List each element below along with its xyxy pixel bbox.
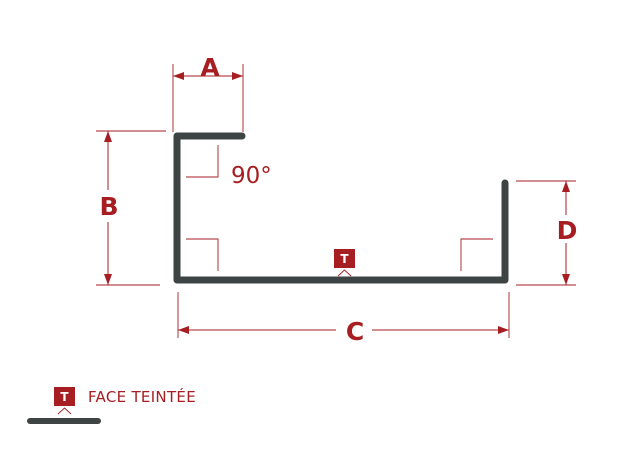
dimension-d-arrow-bottom bbox=[562, 274, 570, 285]
dimension-b-arrow-top bbox=[104, 131, 112, 142]
dimension-b-arrow-bottom bbox=[104, 274, 112, 285]
legend-badge-pointer bbox=[57, 407, 72, 415]
dimension-a-arrow-right bbox=[232, 72, 243, 80]
dimension-d-arrow-top bbox=[562, 181, 570, 192]
profile-shape bbox=[173, 132, 509, 284]
dimension-b-label: B bbox=[99, 192, 118, 221]
legend-label: FACE TEINTÉE bbox=[88, 387, 196, 406]
dimension-d-label: D bbox=[557, 216, 578, 245]
angle-label: 90° bbox=[231, 163, 272, 189]
face-badge-letter: T bbox=[340, 252, 349, 266]
dimension-c-label: C bbox=[346, 317, 364, 346]
face-badge-box bbox=[334, 249, 355, 268]
dimension-d: D bbox=[516, 180, 578, 286]
dimension-a-arrow-left bbox=[173, 72, 184, 80]
angle-marker-bottom-right bbox=[460, 238, 493, 271]
dimension-c: C bbox=[177, 292, 510, 346]
dimension-c-arrow-left bbox=[178, 326, 189, 334]
dimension-a-label: A bbox=[200, 53, 220, 82]
dimension-b: B bbox=[96, 130, 166, 286]
angle-marker-bottom-left bbox=[186, 238, 219, 271]
face-badge: T bbox=[334, 249, 355, 277]
dimension-a: A bbox=[172, 53, 244, 132]
legend-badge-box bbox=[54, 387, 75, 406]
legend: T FACE TEINTÉE bbox=[27, 387, 196, 424]
face-badge-pointer bbox=[337, 269, 352, 277]
dimension-c-arrow-right bbox=[498, 326, 509, 334]
angle-marker-top-left bbox=[186, 145, 219, 178]
legend-badge-letter: T bbox=[60, 390, 69, 404]
